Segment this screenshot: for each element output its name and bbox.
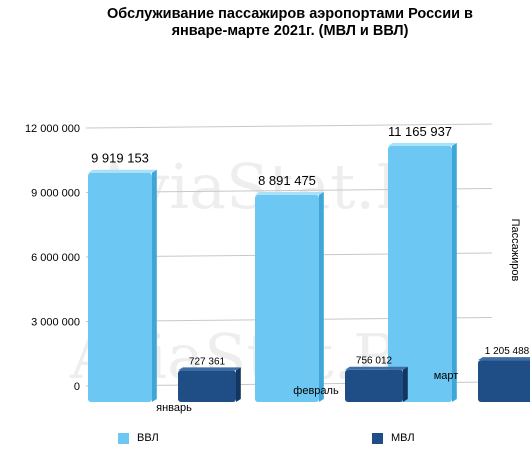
bar-top-mvl (345, 366, 408, 370)
x-tick-label: январь (156, 402, 192, 414)
legend-label-mvl: МВЛ (391, 432, 415, 444)
bar-vvl (88, 172, 152, 402)
bar-side-mvl (236, 367, 241, 402)
bar-vvl (388, 145, 452, 402)
bar-top-vvl (255, 191, 324, 195)
data-label-vvl: 8 891 475 (258, 173, 316, 188)
bar-side-vvl (319, 191, 324, 402)
gridline (85, 123, 493, 129)
bar-mvl (478, 360, 530, 402)
bar-side-vvl (452, 142, 457, 402)
x-tick-label: март (434, 370, 459, 382)
legend-item-vvl: ВВЛ (118, 432, 159, 444)
bar-top-vvl (88, 169, 157, 173)
bar-top-vvl (388, 142, 457, 146)
chart-title: Обслуживание пассажиров аэропортами Росс… (60, 6, 520, 40)
bar-side-mvl (403, 366, 408, 402)
y-tick-label: 9 000 000 (31, 188, 80, 200)
bar-top-mvl (478, 357, 530, 361)
bar-vvl (255, 194, 319, 402)
y-tick-label: 3 000 000 (31, 317, 80, 329)
x-tick-label: февраль (293, 385, 339, 397)
legend-swatch-mvl (372, 432, 383, 444)
data-label-vvl: 11 165 937 (388, 124, 452, 139)
y-tick-label: 0 (74, 381, 80, 393)
chart-title-line-2: январе-марте 2021г. (МВЛ и ВВЛ) (171, 23, 409, 39)
bar-mvl (178, 370, 236, 402)
data-label-vvl: 9 919 153 (91, 151, 149, 166)
data-label-mvl: 727 361 (189, 356, 226, 367)
bar-mvl (345, 369, 403, 402)
chart-title-line-1: Обслуживание пассажиров аэропортами Росс… (107, 6, 473, 22)
data-label-mvl: 756 012 (356, 356, 393, 367)
legend-swatch-vvl (118, 432, 129, 444)
legend-item-mvl: МВЛ (372, 432, 415, 444)
legend-label-vvl: ВВЛ (137, 432, 159, 444)
y-tick-label: 6 000 000 (31, 252, 80, 264)
data-label-mvl: 1 205 488 (485, 346, 530, 357)
bar-side-vvl (152, 169, 157, 402)
y-axis-label: Пассажиров (509, 218, 521, 282)
bar-top-mvl (178, 367, 241, 371)
y-tick-label: 12 000 000 (25, 123, 80, 135)
